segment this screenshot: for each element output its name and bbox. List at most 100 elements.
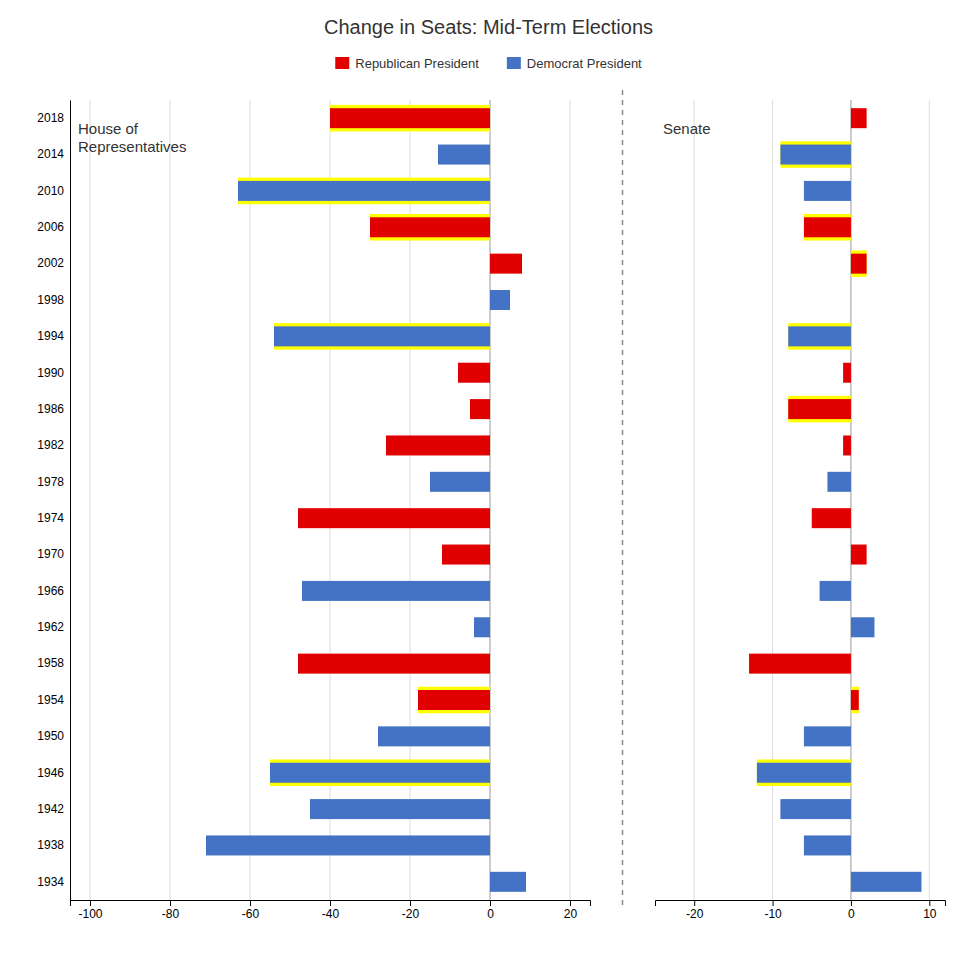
- tick-label: 1994: [37, 329, 64, 343]
- tick: -20: [402, 900, 420, 921]
- grid-line: [570, 100, 571, 900]
- bar: [851, 872, 922, 892]
- title: Change in Seats: Mid-Term Elections: [324, 16, 653, 38]
- tick: 20: [564, 900, 578, 921]
- bar: [386, 435, 490, 455]
- bars: [206, 105, 526, 892]
- bar: [788, 326, 851, 346]
- tick-label: -40: [322, 907, 340, 921]
- axis-line: [656, 901, 946, 907]
- tick-label: 2002: [37, 256, 64, 270]
- tick: 1934: [37, 875, 70, 889]
- tick-label: 1970: [37, 547, 64, 561]
- bar: [780, 145, 851, 165]
- bar: [851, 108, 867, 128]
- tick-label: 2014: [37, 147, 64, 161]
- grid-line: [250, 100, 251, 900]
- panel-label-line: Senate: [663, 120, 711, 137]
- bar: [418, 690, 490, 710]
- tick-label: 1954: [37, 693, 64, 707]
- tick: -100: [78, 900, 102, 921]
- bar: [851, 690, 859, 710]
- tick: 1950: [37, 729, 70, 743]
- tick-mark: [929, 900, 930, 906]
- tick-label: 1934: [37, 875, 64, 889]
- panel-label: House ofRepresentatives: [78, 120, 186, 155]
- highlight: [804, 214, 851, 241]
- bar: [438, 145, 490, 165]
- tick-label: -80: [162, 907, 180, 921]
- bar: [470, 399, 490, 419]
- bar: [302, 581, 490, 601]
- grid-line: [694, 100, 695, 900]
- tick: 1966: [37, 584, 70, 598]
- tick-label: 1962: [37, 620, 64, 634]
- tick-label: 1938: [37, 838, 64, 852]
- bar: [827, 472, 851, 492]
- bar: [851, 254, 867, 274]
- tick-label: 1986: [37, 402, 64, 416]
- bar: [378, 726, 490, 746]
- tick-label: 20: [564, 907, 578, 921]
- tick: 1958: [37, 656, 70, 670]
- bar: [780, 799, 851, 819]
- tick-label: 1998: [37, 293, 64, 307]
- tick: 1978: [37, 475, 70, 489]
- tick-label: 2018: [37, 111, 64, 125]
- highlight: [238, 178, 490, 205]
- y-axis: 2018201420102006200219981994199019861982…: [37, 101, 70, 901]
- chart: Change in Seats: Mid-Term ElectionsRepub…: [0, 0, 977, 960]
- x-axis: -20-10010: [656, 900, 946, 921]
- highlight: [330, 105, 490, 132]
- grid-line: [170, 100, 171, 900]
- bars: [749, 108, 921, 892]
- tick: -40: [322, 900, 340, 921]
- tick: 1938: [37, 838, 70, 852]
- bar: [270, 763, 490, 783]
- tick-mark: [410, 900, 411, 906]
- x-axis: -100 -80 -60 -40 -20 0 20: [71, 900, 591, 921]
- panel-label-line: House of: [78, 120, 139, 137]
- bar: [812, 508, 851, 528]
- tick: 1986: [37, 402, 70, 416]
- tick: -10: [764, 900, 782, 921]
- legend-swatch: [507, 57, 521, 69]
- tick: 1970: [37, 547, 70, 561]
- bar: [490, 290, 510, 310]
- tick-label: -20: [402, 907, 420, 921]
- tick: 0: [487, 900, 494, 921]
- tick-mark: [851, 900, 852, 906]
- bar: [804, 726, 851, 746]
- panel-label: Senate: [663, 120, 711, 137]
- tick-label: -10: [764, 907, 782, 921]
- tick-mark: [490, 900, 491, 906]
- bar: [490, 872, 526, 892]
- bar: [804, 181, 851, 201]
- grid-line: [90, 100, 91, 900]
- bar: [843, 363, 851, 383]
- tick-label: 1942: [37, 802, 64, 816]
- panel: -20-10010Senate: [656, 100, 946, 921]
- bar: [850, 290, 851, 310]
- tick-label: 2006: [37, 220, 64, 234]
- tick: 2014: [37, 147, 70, 161]
- tick: 1946: [37, 766, 70, 780]
- tick: 1942: [37, 802, 70, 816]
- bar: [820, 581, 851, 601]
- tick: 1994: [37, 329, 70, 343]
- bar: [843, 435, 851, 455]
- tick-label: -100: [78, 907, 102, 921]
- tick: 2010: [37, 184, 70, 198]
- tick: 1982: [37, 438, 70, 452]
- highlight: [851, 250, 867, 277]
- tick-mark: [90, 900, 91, 906]
- highlight: [270, 759, 490, 786]
- bar: [238, 181, 490, 201]
- tick: 1962: [37, 620, 70, 634]
- axis-line: [71, 901, 591, 907]
- axis-line: [70, 101, 71, 901]
- tick: -60: [242, 900, 260, 921]
- bar: [788, 399, 851, 419]
- highlight: [370, 214, 490, 241]
- tick: 0: [848, 900, 855, 921]
